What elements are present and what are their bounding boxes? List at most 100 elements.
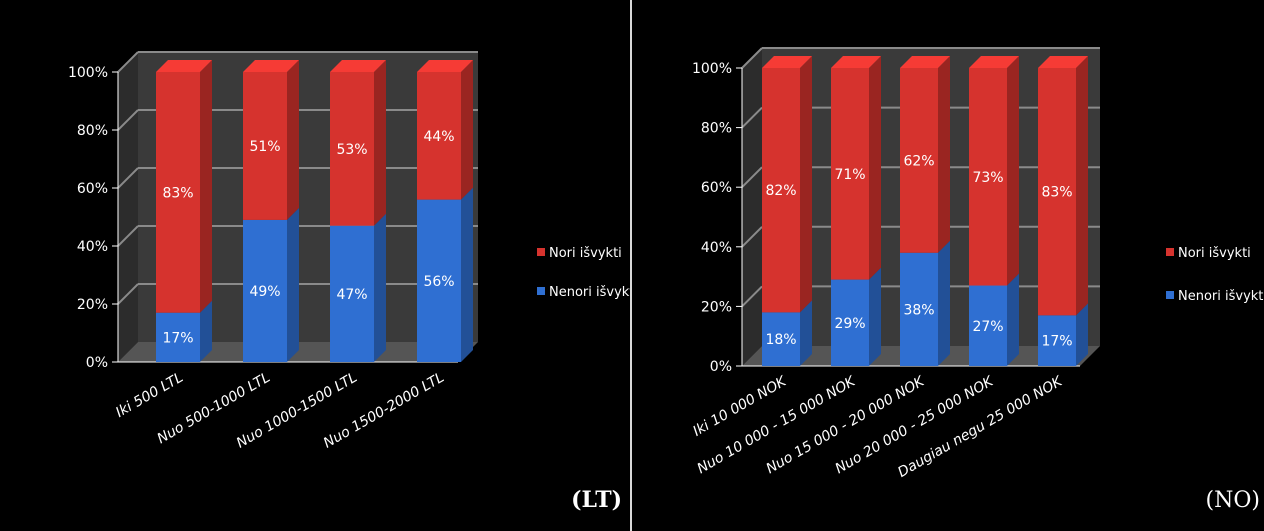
panel-divider [630, 0, 632, 531]
bar-segment-side [461, 187, 473, 362]
data-label: 17% [162, 330, 193, 346]
data-label: 49% [249, 284, 280, 300]
y-tick-label: 0% [710, 359, 732, 375]
bar-segment-side [1007, 273, 1019, 366]
y-tick-label: 100% [68, 65, 108, 81]
data-label: 38% [903, 302, 934, 318]
legend-label: Nenori išvykti [1178, 289, 1264, 304]
y-tick-label: 40% [77, 239, 108, 255]
gridline-side [117, 225, 139, 247]
bar-top [330, 60, 386, 72]
gridline-side [117, 283, 139, 305]
bar-segment-side [200, 300, 212, 362]
data-label: 62% [903, 153, 934, 169]
x-category-label: Iki 500 LTL [113, 370, 186, 421]
plot-side-wall-no [742, 48, 762, 366]
bar-segment-nenori [900, 252, 938, 366]
gridline-side [741, 226, 763, 248]
bar-segment-side [1076, 303, 1088, 366]
data-label: 56% [423, 274, 454, 290]
bar-segment-nenori [762, 312, 800, 366]
bar-segment-nori [762, 68, 800, 313]
data-label: 29% [834, 316, 865, 332]
legend-label: Nori išvykti [549, 246, 622, 261]
y-tick-label: 60% [77, 181, 108, 197]
gridline-side [741, 106, 763, 129]
y-tick-label: 80% [701, 121, 732, 137]
bar-top [831, 56, 881, 68]
y-tick-label: 20% [77, 297, 108, 313]
bar-segment-nenori [417, 199, 461, 362]
stacked-bar-chart-no: 0%20%40%60%80%100%18%82%Iki 10 000 NOK29… [690, 47, 1264, 481]
plot-back-wall-lt [138, 52, 478, 342]
corner-label-lt: (LT) [571, 487, 622, 513]
bar-segment-nenori [156, 312, 200, 362]
bar-segment-nenori [831, 279, 869, 366]
bar-segment-side [869, 267, 881, 366]
bar-segment-side [800, 300, 812, 366]
gridline-side [117, 51, 139, 73]
bar-segment-nori [1038, 68, 1076, 316]
legend-swatch [1166, 248, 1174, 256]
plot-side-wall-lt [118, 52, 138, 362]
bar-segment-side [1007, 56, 1019, 286]
bar-segment-side [938, 56, 950, 253]
data-label: 17% [1041, 334, 1072, 350]
y-tick-label: 80% [77, 123, 108, 139]
bar-segment-side [374, 60, 386, 226]
bar-segment-nenori [969, 285, 1007, 366]
gridline-side [117, 109, 139, 131]
gridline-side [741, 166, 763, 188]
bar-top [900, 56, 950, 68]
data-label: 53% [336, 142, 367, 158]
data-label: 73% [972, 170, 1003, 186]
bar-segment-nenori [330, 225, 374, 362]
gridline-side [741, 285, 763, 308]
legend-swatch [537, 287, 545, 295]
bar-segment-nori [900, 68, 938, 253]
bar-segment-side [1076, 56, 1088, 316]
bar-segment-side [374, 213, 386, 362]
y-tick-label: 100% [692, 61, 732, 77]
y-tick-label: 20% [701, 299, 732, 315]
legend-label: Nori išvykti [1178, 246, 1251, 261]
bar-segment-nori [330, 72, 374, 226]
bar-top [156, 60, 212, 72]
bar-segment-side [461, 60, 473, 200]
bar-segment-nori [156, 72, 200, 313]
bar-top [969, 56, 1019, 68]
bar-top [243, 60, 299, 72]
bar-segment-side [869, 56, 881, 280]
bar-segment-nori [831, 68, 869, 280]
data-label: 83% [1041, 185, 1072, 201]
bar-segment-side [800, 56, 812, 313]
legend-swatch [537, 248, 545, 256]
bar-top [762, 56, 812, 68]
chart-panel-no: 0% 20% 40% 60% 80% 100% 18% 82% Iki 10 000 NOK 29… [632, 0, 1264, 531]
data-label: 71% [834, 167, 865, 183]
bar-top [417, 60, 473, 72]
data-label: 27% [972, 319, 1003, 335]
legend-swatch [1166, 291, 1174, 299]
bar-segment-side [200, 60, 212, 313]
bar-top [1038, 56, 1088, 68]
bar-segment-nori [417, 72, 461, 200]
gridline-side [117, 167, 139, 189]
bar-segment-nenori [243, 219, 287, 362]
bar-segment-nenori [1038, 315, 1076, 366]
legend-label: Nenori išvykti [549, 285, 630, 300]
data-label: 47% [336, 287, 367, 303]
y-tick-label: 60% [701, 180, 732, 196]
bar-segment-side [287, 207, 299, 362]
bar-segment-side [287, 60, 299, 220]
data-label: 83% [162, 185, 193, 201]
bar-segment-nori [243, 72, 287, 220]
gridline-side [741, 47, 763, 69]
bar-segment-side [938, 240, 950, 366]
y-tick-label: 40% [701, 240, 732, 256]
stacked-bar-chart-lt: 0% 20% 40% 60% 80% 100% 17% 83% Iki 500 LTL 49% 51… [68, 51, 630, 452]
chart-panel-lt: 0% 20% 40% 60% 80% 100% 17% 83% Iki 500 LTL 49% 51… [0, 0, 630, 531]
data-label: 51% [249, 139, 280, 155]
y-tick-label: 0% [86, 355, 108, 371]
data-label: 18% [765, 332, 796, 348]
